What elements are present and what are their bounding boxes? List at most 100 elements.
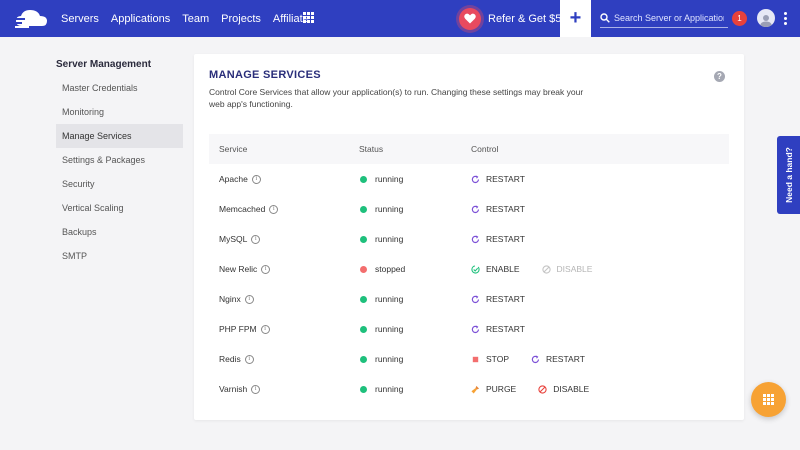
- enable-button[interactable]: ENABLE: [471, 264, 520, 274]
- need-a-hand-tab[interactable]: Need a hand?: [777, 136, 800, 214]
- info-icon[interactable]: i: [251, 174, 261, 184]
- status-cell: stopped: [359, 264, 471, 274]
- refer-label: Refer & Get $50: [488, 12, 568, 25]
- info-icon[interactable]: i: [269, 204, 279, 214]
- status-text: stopped: [375, 264, 406, 274]
- status-cell: running: [359, 294, 471, 304]
- control-label: RESTART: [486, 174, 525, 184]
- sidebar-item-security[interactable]: Security: [62, 179, 95, 189]
- cloudways-logo-icon[interactable]: [12, 6, 50, 32]
- service-name: PHP FPM: [219, 324, 257, 334]
- purge-icon: [471, 385, 480, 394]
- nav-link-applications[interactable]: Applications: [110, 12, 171, 25]
- status-running-dot-icon: [360, 175, 367, 183]
- sidebar-item-backups[interactable]: Backups: [62, 227, 97, 237]
- nav-link-team[interactable]: Team: [182, 12, 210, 25]
- grid-icon: [763, 394, 774, 405]
- info-icon[interactable]: i: [251, 384, 261, 394]
- restart-button[interactable]: RESTART: [471, 174, 525, 184]
- sidebar-item-settings-packages[interactable]: Settings & Packages: [62, 155, 146, 165]
- page-title: MANAGE SERVICES: [209, 69, 321, 81]
- disable-icon: [538, 384, 547, 394]
- enable-icon: [471, 264, 480, 274]
- control-cell: RESTART: [471, 234, 729, 244]
- user-icon: [760, 15, 772, 27]
- info-icon[interactable]: i: [244, 294, 254, 304]
- info-icon[interactable]: i: [261, 264, 271, 274]
- status-cell: running: [359, 234, 471, 244]
- service-name: Varnish: [219, 384, 248, 394]
- header-control: Control: [471, 144, 499, 154]
- restart-icon: [471, 205, 480, 213]
- restart-button[interactable]: RESTART: [531, 354, 585, 364]
- control-cell: ENABLE DISABLE: [471, 264, 729, 274]
- sidebar-item-master-credentials[interactable]: Master Credentials: [62, 83, 138, 93]
- service-cell: Nginx i: [209, 294, 359, 304]
- control-label: PURGE: [486, 384, 517, 394]
- disable-button: DISABLE: [541, 264, 593, 274]
- disable-button[interactable]: DISABLE: [538, 384, 589, 394]
- table-row: Memcached i running RESTART: [209, 194, 729, 224]
- purge-button[interactable]: PURGE: [471, 384, 516, 394]
- status-running-dot-icon: [360, 235, 367, 243]
- restart-icon: [531, 355, 540, 363]
- status-text: running: [375, 324, 404, 334]
- page-description: Control Core Services that allow your ap…: [209, 87, 584, 109]
- apps-grid-icon[interactable]: [303, 12, 314, 23]
- status-cell: running: [359, 354, 471, 364]
- stop-button[interactable]: STOP: [471, 354, 509, 364]
- info-icon[interactable]: i: [251, 234, 261, 244]
- status-cell: running: [359, 174, 471, 184]
- table-row: Redis i running STOP RESTART: [209, 344, 729, 374]
- heart-icon: [459, 7, 481, 30]
- search-box[interactable]: [600, 9, 728, 28]
- add-button[interactable]: +: [560, 0, 591, 37]
- header-status: Status: [359, 144, 384, 154]
- service-name: New Relic: [219, 264, 258, 274]
- service-name: MySQL: [219, 234, 248, 244]
- nav-link-projects[interactable]: Projects: [221, 12, 261, 25]
- control-label: RESTART: [486, 294, 525, 304]
- quick-actions-button[interactable]: [751, 382, 786, 417]
- notification-badge[interactable]: 1: [732, 11, 747, 26]
- manage-services-card: MANAGE SERVICES ? Control Core Services …: [194, 54, 744, 420]
- help-icon[interactable]: ?: [714, 71, 725, 82]
- nav-link-affiliate[interactable]: Affiliate: [272, 12, 309, 25]
- control-cell: STOP RESTART: [471, 354, 729, 364]
- service-cell: PHP FPM i: [209, 324, 359, 334]
- status-cell: running: [359, 324, 471, 334]
- status-running-dot-icon: [360, 205, 367, 213]
- restart-button[interactable]: RESTART: [471, 324, 525, 334]
- top-navbar: Servers Applications Team Projects Affiliate…: [0, 0, 800, 37]
- search-input[interactable]: [614, 13, 724, 23]
- need-a-hand-label: Need a hand?: [783, 147, 794, 203]
- control-label: RESTART: [486, 324, 525, 334]
- sidebar-title: Server Management: [56, 59, 152, 70]
- restart-button[interactable]: RESTART: [471, 234, 525, 244]
- sidebar-menu: Master Credentials Monitoring Manage Servi…: [56, 76, 183, 268]
- restart-button[interactable]: RESTART: [471, 204, 525, 214]
- refer-button[interactable]: Refer & Get $50: [459, 0, 568, 37]
- sidebar: Server Management Master Credentials Moni…: [56, 59, 183, 268]
- info-icon[interactable]: i: [244, 354, 254, 364]
- avatar[interactable]: [757, 9, 775, 27]
- control-cell: PURGE DISABLE: [471, 384, 729, 394]
- sidebar-item-smtp[interactable]: SMTP: [62, 251, 88, 261]
- more-menu-icon[interactable]: [784, 12, 787, 25]
- sidebar-item-vertical-scaling[interactable]: Vertical Scaling: [62, 203, 124, 213]
- service-cell: New Relic i: [209, 264, 359, 274]
- status-text: running: [375, 294, 404, 304]
- nav-link-servers[interactable]: Servers: [61, 12, 99, 25]
- status-text: running: [375, 384, 404, 394]
- service-name: Redis: [219, 354, 241, 364]
- info-icon[interactable]: i: [260, 324, 270, 334]
- control-label: DISABLE: [556, 264, 593, 274]
- control-cell: RESTART: [471, 204, 729, 214]
- service-name: Apache: [219, 174, 248, 184]
- sidebar-item-monitoring[interactable]: Monitoring: [62, 107, 105, 117]
- table-header: Service Status Control: [209, 134, 729, 164]
- restart-button[interactable]: RESTART: [471, 294, 525, 304]
- service-cell: Apache i: [209, 174, 359, 184]
- sidebar-item-manage-services[interactable]: Manage Services: [56, 124, 183, 148]
- control-label: STOP: [486, 354, 509, 364]
